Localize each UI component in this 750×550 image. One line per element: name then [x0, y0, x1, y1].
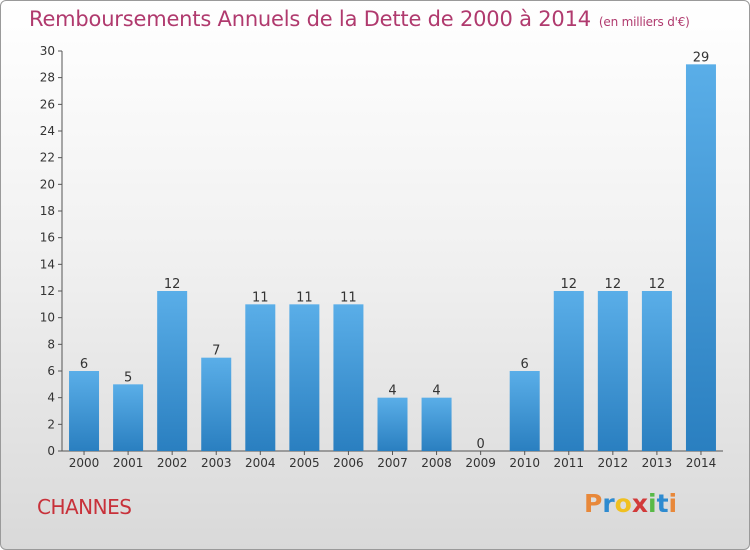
chart-title: Remboursements Annuels de la Dette de 20…: [29, 7, 690, 31]
x-tick-label: 2012: [598, 456, 629, 470]
y-tick-label: 0: [47, 444, 55, 458]
bar-2014: [685, 64, 716, 452]
bar-2005: [289, 304, 320, 451]
bar-2000: [69, 371, 100, 451]
bar-2013: [641, 291, 672, 451]
chart-title-text: Remboursements Annuels de la Dette de 20…: [29, 7, 591, 31]
x-tick-label: 2011: [553, 456, 584, 470]
x-tick-label: 2006: [333, 456, 364, 470]
data-label-2010: 6: [521, 357, 529, 372]
bar-2004: [245, 304, 276, 451]
x-tick-label: 2013: [642, 456, 673, 470]
logo-letter: r: [602, 489, 615, 518]
x-tick-label: 2007: [377, 456, 408, 470]
y-tick-label: 4: [47, 391, 55, 405]
data-label-2014: 29: [693, 50, 710, 65]
data-label-2007: 4: [388, 384, 396, 399]
y-tick-label: 16: [40, 231, 55, 245]
bar-2010: [509, 371, 540, 451]
bar-2007: [377, 397, 408, 451]
logo-letter: t: [656, 489, 669, 518]
data-label-2011: 12: [560, 277, 577, 292]
y-tick-label: 22: [40, 151, 55, 165]
y-tick-label: 8: [47, 337, 55, 351]
proxiti-logo: Proxiti: [584, 489, 677, 518]
x-tick-label: 2009: [465, 456, 496, 470]
bar-2001: [113, 384, 144, 451]
y-tick-label: 2: [47, 417, 55, 431]
data-label-2006: 11: [340, 290, 357, 305]
x-tick-label: 2014: [686, 456, 717, 470]
x-tick-label: 2003: [201, 456, 232, 470]
logo-letter: P: [584, 489, 603, 518]
x-tick-label: 2002: [157, 456, 188, 470]
x-tick-label: 2008: [421, 456, 452, 470]
bar-2006: [333, 304, 364, 451]
data-label-2004: 11: [252, 290, 269, 305]
chart-unit: (en milliers d'€): [598, 15, 690, 29]
y-tick-label: 28: [40, 71, 55, 85]
bar-2008: [421, 397, 452, 451]
bar-2002: [157, 291, 188, 451]
data-label-2008: 4: [432, 384, 440, 399]
logo-letter: i: [668, 489, 678, 518]
y-tick-label: 20: [40, 177, 55, 191]
x-tick-label: 2005: [289, 456, 320, 470]
y-tick-label: 26: [40, 97, 55, 111]
data-label-2005: 11: [296, 290, 313, 305]
y-tick-label: 6: [47, 364, 55, 378]
data-label-2013: 12: [649, 277, 666, 292]
data-label-2002: 12: [164, 277, 181, 292]
x-tick-label: 2004: [245, 456, 276, 470]
y-tick-label: 18: [40, 204, 55, 218]
data-label-2003: 7: [212, 344, 220, 359]
logo-letter: o: [614, 489, 632, 518]
data-label-2001: 5: [124, 370, 132, 385]
data-label-2000: 6: [80, 357, 88, 372]
logo-letter: x: [631, 489, 648, 518]
data-label-2012: 12: [605, 277, 622, 292]
bar-2003: [201, 357, 232, 451]
y-tick-label: 12: [40, 284, 55, 298]
y-tick-label: 24: [40, 124, 55, 138]
x-tick-label: 2000: [69, 456, 100, 470]
y-tick-label: 30: [40, 44, 55, 58]
x-tick-label: 2001: [113, 456, 144, 470]
data-label-2009: 0: [476, 437, 484, 452]
commune-name: CHANNES: [37, 495, 132, 519]
bar-2011: [553, 291, 584, 451]
y-tick-label: 10: [40, 311, 55, 325]
x-tick-label: 2010: [509, 456, 540, 470]
bar-2012: [597, 291, 628, 451]
logo-letter: i: [648, 489, 657, 518]
y-tick-label: 14: [40, 257, 55, 271]
